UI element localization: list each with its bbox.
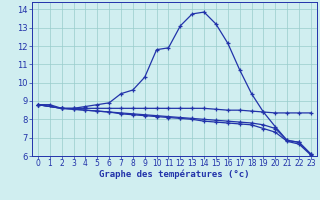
X-axis label: Graphe des températures (°c): Graphe des températures (°c) [99, 170, 250, 179]
